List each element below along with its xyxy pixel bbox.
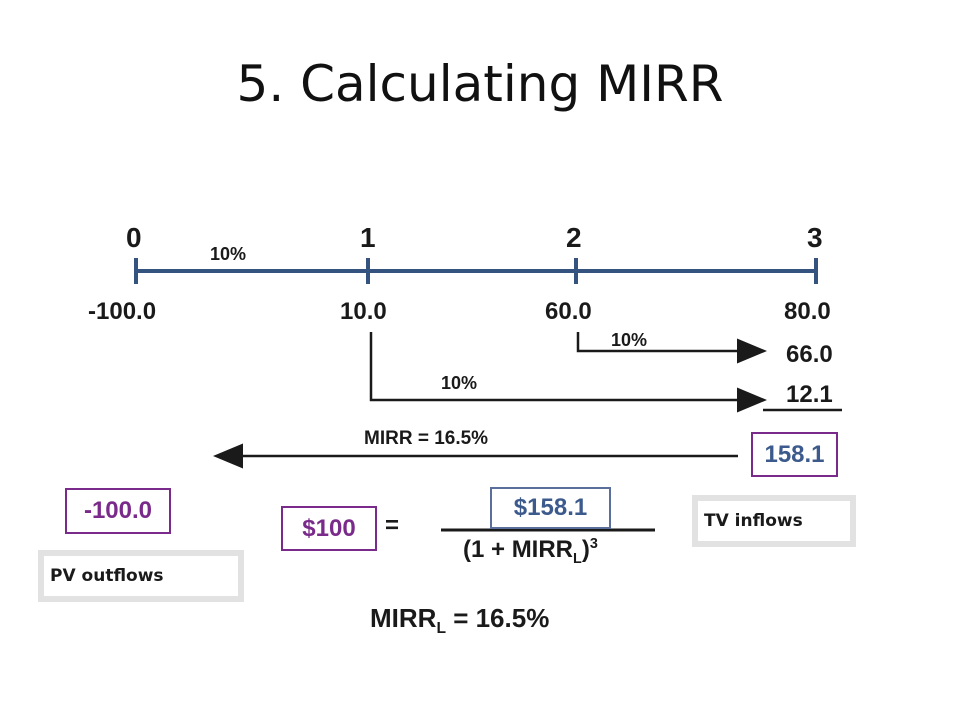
- mirr-result: MIRRL = 16.5%: [370, 603, 549, 638]
- result-sub: L: [436, 620, 446, 638]
- denominator-exp: 3: [589, 536, 598, 552]
- pv-outflows-text: PV outflows: [50, 566, 164, 586]
- equation-lhs: $100: [302, 514, 356, 542]
- denominator: (1 + MIRRL)3: [463, 536, 598, 567]
- page-title: 5. Calculating MIRR: [236, 55, 724, 113]
- denominator-close: ): [581, 536, 590, 563]
- pv-value: -100.0: [83, 497, 153, 524]
- tv-inflows-label: TV inflows: [692, 495, 856, 547]
- fv-value-1: 12.1: [786, 381, 833, 408]
- cash-flow-1: 10.0: [340, 298, 387, 325]
- numerator-box: $158.1: [490, 487, 611, 529]
- denominator-sub: L: [573, 550, 582, 567]
- mirr-arrow-label: MIRR = 16.5%: [364, 428, 489, 449]
- fv-value-2: 66.0: [786, 341, 833, 368]
- period-label-3: 3: [807, 222, 823, 253]
- compound-arrow-from-2: [576, 332, 767, 364]
- cash-flow-2: 60.0: [545, 298, 592, 325]
- equals-sign: =: [385, 512, 400, 539]
- pv-outflows-label: PV outflows: [38, 550, 244, 602]
- cash-flow-0: -100.0: [88, 298, 157, 325]
- result-prefix: MIRR: [370, 603, 437, 633]
- rate-label: 10%: [210, 244, 247, 264]
- period-label-2: 2: [566, 222, 582, 253]
- compound-rate-2: 10%: [611, 330, 648, 350]
- cash-flow-3: 80.0: [784, 298, 831, 325]
- period-label-0: 0: [126, 222, 142, 253]
- tv-total-box: 158.1: [751, 432, 838, 477]
- numerator-value: $158.1: [513, 494, 588, 521]
- compound-arrow-from-1: [369, 332, 767, 413]
- equation-lhs-box: $100: [281, 506, 377, 551]
- period-label-1: 1: [360, 222, 376, 253]
- denominator-prefix: (1 + MIRR: [463, 536, 574, 563]
- result-suffix: = 16.5%: [445, 603, 550, 633]
- compound-rate-1: 10%: [441, 373, 478, 393]
- pv-box: -100.0: [65, 488, 171, 534]
- tv-total-value: 158.1: [764, 440, 825, 468]
- tv-inflows-text: TV inflows: [704, 511, 803, 531]
